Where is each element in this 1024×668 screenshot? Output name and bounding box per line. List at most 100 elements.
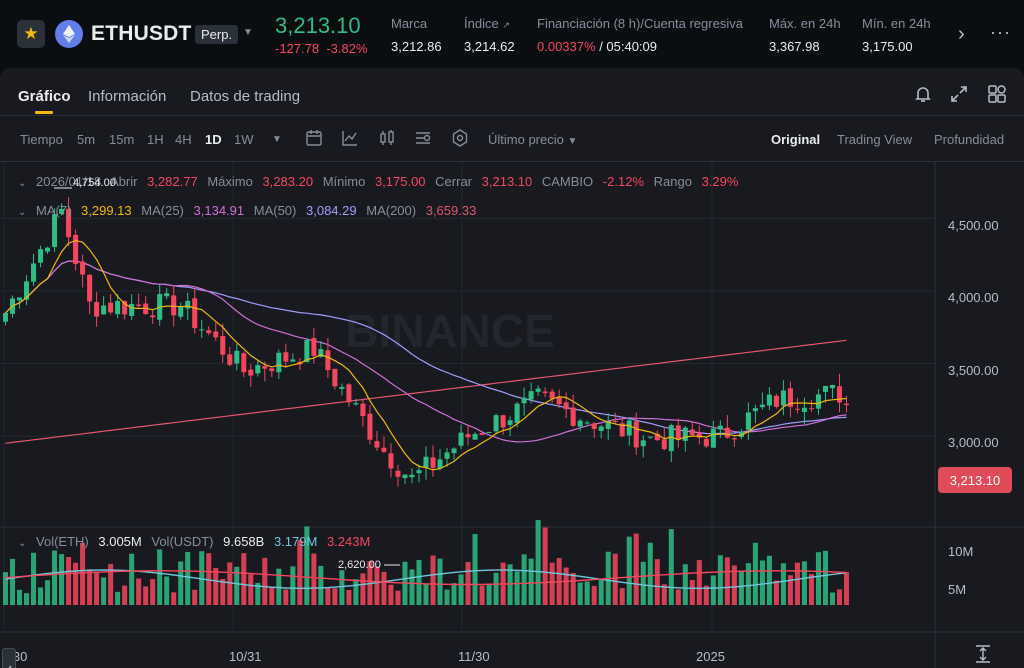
legend-collapse-icon[interactable]: ⌄	[18, 538, 27, 549]
candle-body	[94, 302, 100, 317]
tab-chart[interactable]: Gráfico	[18, 88, 71, 105]
volume-bar	[808, 574, 814, 605]
scroll-left-button[interactable]	[2, 648, 16, 668]
stat-label: Máx. en 24h	[769, 16, 841, 31]
symbol-dropdown-icon[interactable]: ▼	[243, 27, 253, 38]
view-trading-view[interactable]: Trading View	[837, 132, 913, 147]
stat-label[interactable]: Financiación (8 h)/Cuenta regresiva	[537, 16, 743, 31]
volume-bar	[619, 588, 625, 605]
volume-bar	[129, 553, 135, 605]
ma-legend: ⌄ MA(7) 3,299.13 MA(25) 3,134.91 MA(50) …	[18, 203, 482, 218]
volume-bar	[9, 558, 16, 605]
candle-body	[773, 395, 779, 407]
candle-body	[458, 432, 464, 446]
vol-eth-label: Vol(ETH)	[36, 534, 89, 549]
volume-bar	[528, 558, 534, 605]
legend-collapse-icon[interactable]: ⌄	[18, 178, 27, 189]
chart-area[interactable]: BINANCE ⌄ 2026/01/18 Abrir 3,282.77 Máxi…	[0, 162, 1024, 668]
candle-body	[724, 427, 730, 438]
volume-bar	[150, 579, 156, 605]
stat-index-price: Índice ↗ 3,214.62	[464, 16, 515, 54]
reset-scale-icon[interactable]	[973, 644, 993, 664]
volume-bar	[689, 579, 695, 605]
candle-body	[521, 397, 527, 404]
volume-bar	[171, 592, 177, 605]
candle-body	[220, 336, 226, 355]
layout-grid-icon[interactable]	[986, 83, 1008, 105]
interval-1h[interactable]: 1H	[147, 132, 164, 147]
candle-body	[108, 302, 114, 313]
calendar-icon[interactable]	[305, 129, 323, 147]
interval-5m[interactable]: 5m	[77, 132, 96, 147]
y-tick-label: 3,500.00	[948, 363, 999, 378]
candle-body	[591, 423, 597, 429]
volume-bar	[829, 592, 836, 605]
candle-body	[626, 420, 632, 436]
volume-bar	[157, 549, 163, 605]
interval-15m[interactable]: 15m	[109, 132, 135, 147]
volume-bar	[220, 578, 226, 605]
volume-bar	[724, 557, 730, 605]
view-original[interactable]: Original	[771, 132, 821, 147]
stat-24h-low: Mín. en 24h 3,175.00	[862, 16, 931, 54]
vol-ma2-polyline	[5, 570, 847, 586]
volume-bar	[94, 571, 100, 605]
volume-bar	[31, 552, 37, 605]
volume-bar	[591, 585, 597, 605]
candle-body	[766, 394, 772, 406]
volume-bar	[598, 579, 604, 605]
tab-trading-data[interactable]: Datos de trading	[190, 88, 301, 105]
ohlc-high: 3,283.20	[262, 174, 314, 189]
volume-bar	[549, 562, 555, 605]
bell-icon[interactable]	[912, 83, 934, 105]
volume-bar	[535, 519, 541, 605]
volume-bar	[612, 553, 618, 605]
indicator-settings-icon[interactable]	[414, 129, 432, 147]
volume-bar	[360, 573, 366, 605]
stat-value: 3,367.98	[769, 39, 820, 54]
more-options-icon[interactable]: ···	[990, 22, 1011, 42]
candlestick-icon[interactable]	[378, 129, 396, 147]
vol-usdt-value: 9.658B	[223, 534, 265, 549]
interval-1w[interactable]: 1W	[234, 132, 254, 147]
ohlc-low-label: Mínimo	[322, 174, 366, 189]
gear-icon[interactable]	[451, 129, 469, 147]
volume-bar	[143, 586, 149, 605]
candle-body	[577, 420, 583, 427]
candle-body	[752, 408, 758, 412]
price-type-select[interactable]: Último precio ▼	[488, 132, 578, 147]
line-chart-icon[interactable]	[341, 129, 359, 147]
candle-body	[66, 208, 72, 238]
candle-body	[164, 293, 170, 297]
candlestick-chart[interactable]: BINANCE	[0, 162, 1024, 668]
candle-body	[486, 431, 492, 433]
volume-bar	[255, 582, 261, 605]
volume-bar	[661, 584, 667, 605]
ma50-value: 3,084.29	[306, 203, 357, 218]
interval-1d[interactable]: 1D	[205, 132, 222, 147]
legend-collapse-icon[interactable]: ⌄	[18, 207, 27, 218]
ohlc-close-label: Cerrar	[435, 174, 473, 189]
stat-value: 3,212.86	[391, 39, 442, 54]
candle-body	[402, 474, 408, 479]
candle-body	[759, 404, 765, 408]
candle-body	[115, 301, 121, 315]
candle-body	[206, 330, 212, 334]
low-marker-label: 2,620.00	[338, 559, 381, 571]
chevron-right-icon[interactable]: ›	[958, 23, 965, 45]
view-depth[interactable]: Profundidad	[934, 132, 1005, 147]
stat-label: Mín. en 24h	[862, 16, 931, 31]
volume-bar	[647, 542, 653, 605]
candle-body	[465, 434, 471, 438]
volume-bar	[521, 554, 527, 605]
volume-bar	[815, 552, 821, 605]
candle-body	[619, 423, 625, 437]
interval-dropdown-icon[interactable]: ▼	[272, 134, 282, 145]
tab-info[interactable]: Información	[88, 88, 167, 105]
stat-label: Índice ↗	[464, 16, 510, 31]
expand-icon[interactable]	[948, 83, 970, 105]
favorite-star-button[interactable]: ★	[17, 20, 45, 48]
interval-4h[interactable]: 4H	[175, 132, 192, 147]
external-link-icon[interactable]: ↗	[502, 20, 510, 30]
symbol-name[interactable]: ETHUSDT	[91, 22, 192, 45]
